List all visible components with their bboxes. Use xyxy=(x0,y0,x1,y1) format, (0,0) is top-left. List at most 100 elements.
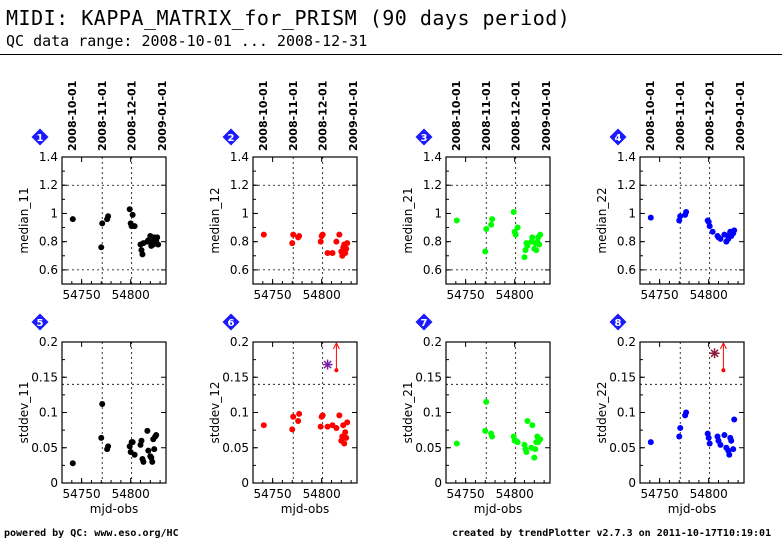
x-tick-label: 54800 xyxy=(303,288,341,302)
data-point xyxy=(717,441,724,448)
y-tick-label: 1.4 xyxy=(423,150,442,164)
data-point xyxy=(317,423,324,430)
y-tick-label: 0.05 xyxy=(31,441,58,455)
y-tick-label: 0.2 xyxy=(423,335,442,349)
data-point xyxy=(717,235,724,242)
x-tick-label: 54750 xyxy=(641,487,679,501)
plot-frame xyxy=(445,341,551,484)
plot-frame xyxy=(252,156,358,285)
x-tick-label: 54750 xyxy=(447,487,485,501)
data-point xyxy=(721,432,728,439)
data-point xyxy=(144,427,151,434)
data-point xyxy=(98,434,105,441)
data-point xyxy=(529,422,536,429)
data-point xyxy=(532,446,539,453)
data-point xyxy=(489,433,496,440)
page-subtitle: QC data range: 2008-10-01 ... 2008-12-31 xyxy=(6,32,368,50)
data-point xyxy=(683,209,690,216)
date-tick-label: 2009-01-01 xyxy=(540,81,553,151)
plot-panel-8: 0 0.05 0.1 0.15 0.2 54750 54800 8 stddev_22 mjd-o… xyxy=(595,313,745,516)
data-point xyxy=(730,446,737,453)
data-point xyxy=(149,458,156,465)
data-point xyxy=(536,241,543,248)
date-tick-label: 2008-11-01 xyxy=(480,81,493,151)
data-point xyxy=(483,225,490,232)
y-tick-label: 0.05 xyxy=(415,441,442,455)
y-tick-label: 1.2 xyxy=(230,178,249,192)
data-point xyxy=(512,231,519,238)
data-point xyxy=(145,447,152,454)
y-tick-label: 0.8 xyxy=(230,235,249,249)
data-point xyxy=(482,427,489,434)
y-axis-label: stddev_21 xyxy=(401,382,415,444)
plot-frame xyxy=(639,156,745,285)
data-point xyxy=(151,446,158,453)
x-tick-label: 54750 xyxy=(254,487,292,501)
data-point xyxy=(289,426,296,433)
data-point xyxy=(336,412,343,419)
data-point xyxy=(453,440,460,447)
plot-frame xyxy=(445,156,551,285)
y-tick-label: 0.1 xyxy=(230,406,249,420)
data-point xyxy=(138,437,145,444)
data-point xyxy=(341,440,348,447)
date-tick-label: 2008-10-01 xyxy=(450,81,463,151)
data-point xyxy=(131,223,138,230)
date-tick-label: 2008-10-01 xyxy=(644,81,657,151)
x-tick-label: 54750 xyxy=(641,288,679,302)
y-tick-label: 0.15 xyxy=(415,370,442,384)
data-point xyxy=(69,460,76,467)
y-axis-label: median_22 xyxy=(595,187,609,253)
data-point xyxy=(99,220,106,227)
arrow-base-point xyxy=(334,368,339,373)
star-ray xyxy=(710,349,719,358)
data-point xyxy=(728,437,735,444)
data-point xyxy=(290,413,297,420)
arrow-base-point xyxy=(721,368,726,373)
date-tick-label: 2008-11-01 xyxy=(96,81,109,151)
arrow-head-icon xyxy=(719,341,727,350)
data-point xyxy=(683,409,690,416)
data-point xyxy=(524,242,531,249)
data-point xyxy=(677,425,684,432)
x-tick-label: 54800 xyxy=(690,487,728,501)
date-tick-label: 2008-12-01 xyxy=(126,81,139,151)
data-point xyxy=(510,209,517,216)
x-tick-label: 54750 xyxy=(63,288,101,302)
data-point xyxy=(731,227,738,234)
panel-badge-number: 3 xyxy=(421,133,428,144)
y-tick-label: 0.6 xyxy=(39,263,58,277)
panel-badge-number: 7 xyxy=(421,318,428,329)
arrow-head-icon xyxy=(332,341,340,350)
y-axis-label: median_12 xyxy=(208,187,222,253)
data-point xyxy=(537,231,544,238)
data-point xyxy=(317,238,324,245)
page-title: MIDI: KAPPA_MATRIX_for_PRISM (90 days pe… xyxy=(6,6,571,30)
y-axis-label: stddev_12 xyxy=(208,382,222,444)
y-tick-label: 0.15 xyxy=(31,370,58,384)
data-point xyxy=(126,206,133,213)
data-point xyxy=(289,240,296,247)
data-point xyxy=(155,241,162,248)
x-tick-label: 54800 xyxy=(112,487,150,501)
data-point xyxy=(329,249,336,256)
panel-badge-number: 5 xyxy=(37,318,44,329)
data-point xyxy=(514,439,521,446)
footer-credit: powered by QC: www.eso.org/HC xyxy=(4,528,179,539)
x-tick-label: 54800 xyxy=(496,487,534,501)
data-point xyxy=(319,412,326,419)
y-axis-label: median_11 xyxy=(17,187,31,253)
y-tick-label: 0.2 xyxy=(39,335,58,349)
panel-badge-number: 6 xyxy=(228,318,235,329)
data-point xyxy=(99,401,106,408)
date-tick-label: 2008-10-01 xyxy=(257,81,270,151)
data-point xyxy=(336,231,343,238)
data-point xyxy=(343,245,350,252)
data-point xyxy=(129,211,136,218)
data-point xyxy=(523,448,530,455)
data-point xyxy=(531,454,538,461)
y-tick-label: 0.2 xyxy=(617,335,636,349)
data-point xyxy=(139,251,146,258)
y-tick-label: 0.2 xyxy=(230,335,249,349)
y-tick-label: 0.6 xyxy=(423,263,442,277)
